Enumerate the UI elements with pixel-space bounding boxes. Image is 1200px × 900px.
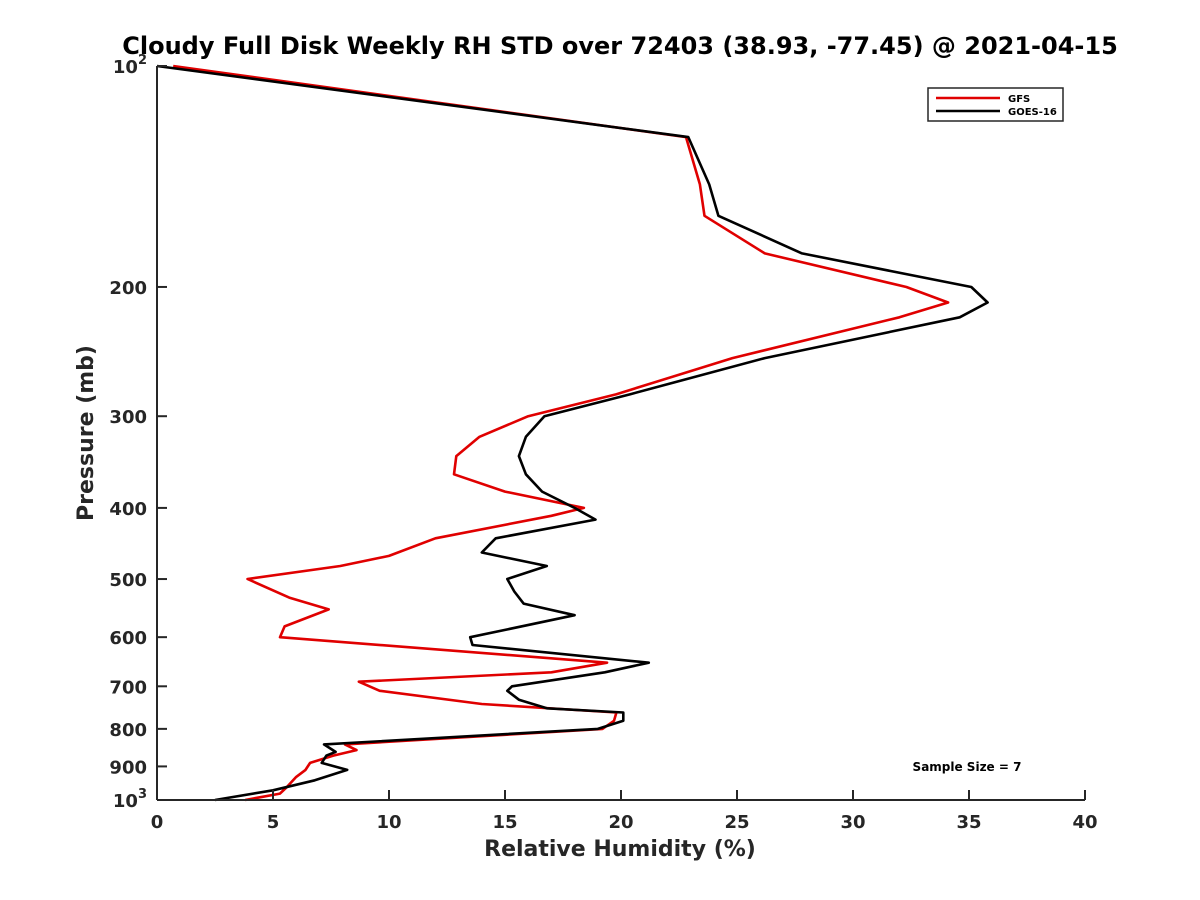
x-tick-label: 30 [840,812,865,833]
y-tick-label: 900 [109,757,147,778]
sample-size-annotation: Sample Size = 7 [913,760,1022,774]
x-tick-label: 0 [151,812,164,833]
x-tick-label: 5 [267,812,280,833]
x-tick-label: 25 [724,812,749,833]
x-axis: 0 5 10 15 20 25 30 35 40 [151,790,1098,833]
y-tick-label: 600 [109,628,147,649]
legend-box [927,87,1064,122]
y-tick-label: 800 [109,720,147,741]
chart-title: Cloudy Full Disk Weekly RH STD over 7240… [122,32,1118,60]
y-tick-label: 700 [109,677,147,698]
x-axis-label: Relative Humidity (%) [484,837,756,862]
y-axis-label: Pressure (mb) [74,345,99,521]
y-tick-label: 102 [113,53,147,78]
legend-entry-label: GOES-16 [1008,107,1057,118]
x-tick-label: 15 [492,812,517,833]
y-tick-label: 400 [109,499,147,520]
series-line-goes-16 [156,64,989,802]
y-axis: 102 200 300 400 500 600 700 800 900 103 [109,53,167,812]
x-tick-label: 10 [376,812,401,833]
legend-entry-label: GFS [1008,94,1030,105]
legend: GFS GOES-16 [927,87,1064,122]
series-line-gfs [173,64,950,802]
y-tick-label: 300 [109,407,147,428]
x-tick-label: 35 [956,812,981,833]
plot-area [156,64,989,802]
y-tick-label: 103 [113,787,147,812]
y-tick-label: 500 [109,570,147,591]
x-tick-label: 40 [1072,812,1097,833]
y-tick-label: 200 [109,278,147,299]
x-tick-label: 20 [608,812,633,833]
